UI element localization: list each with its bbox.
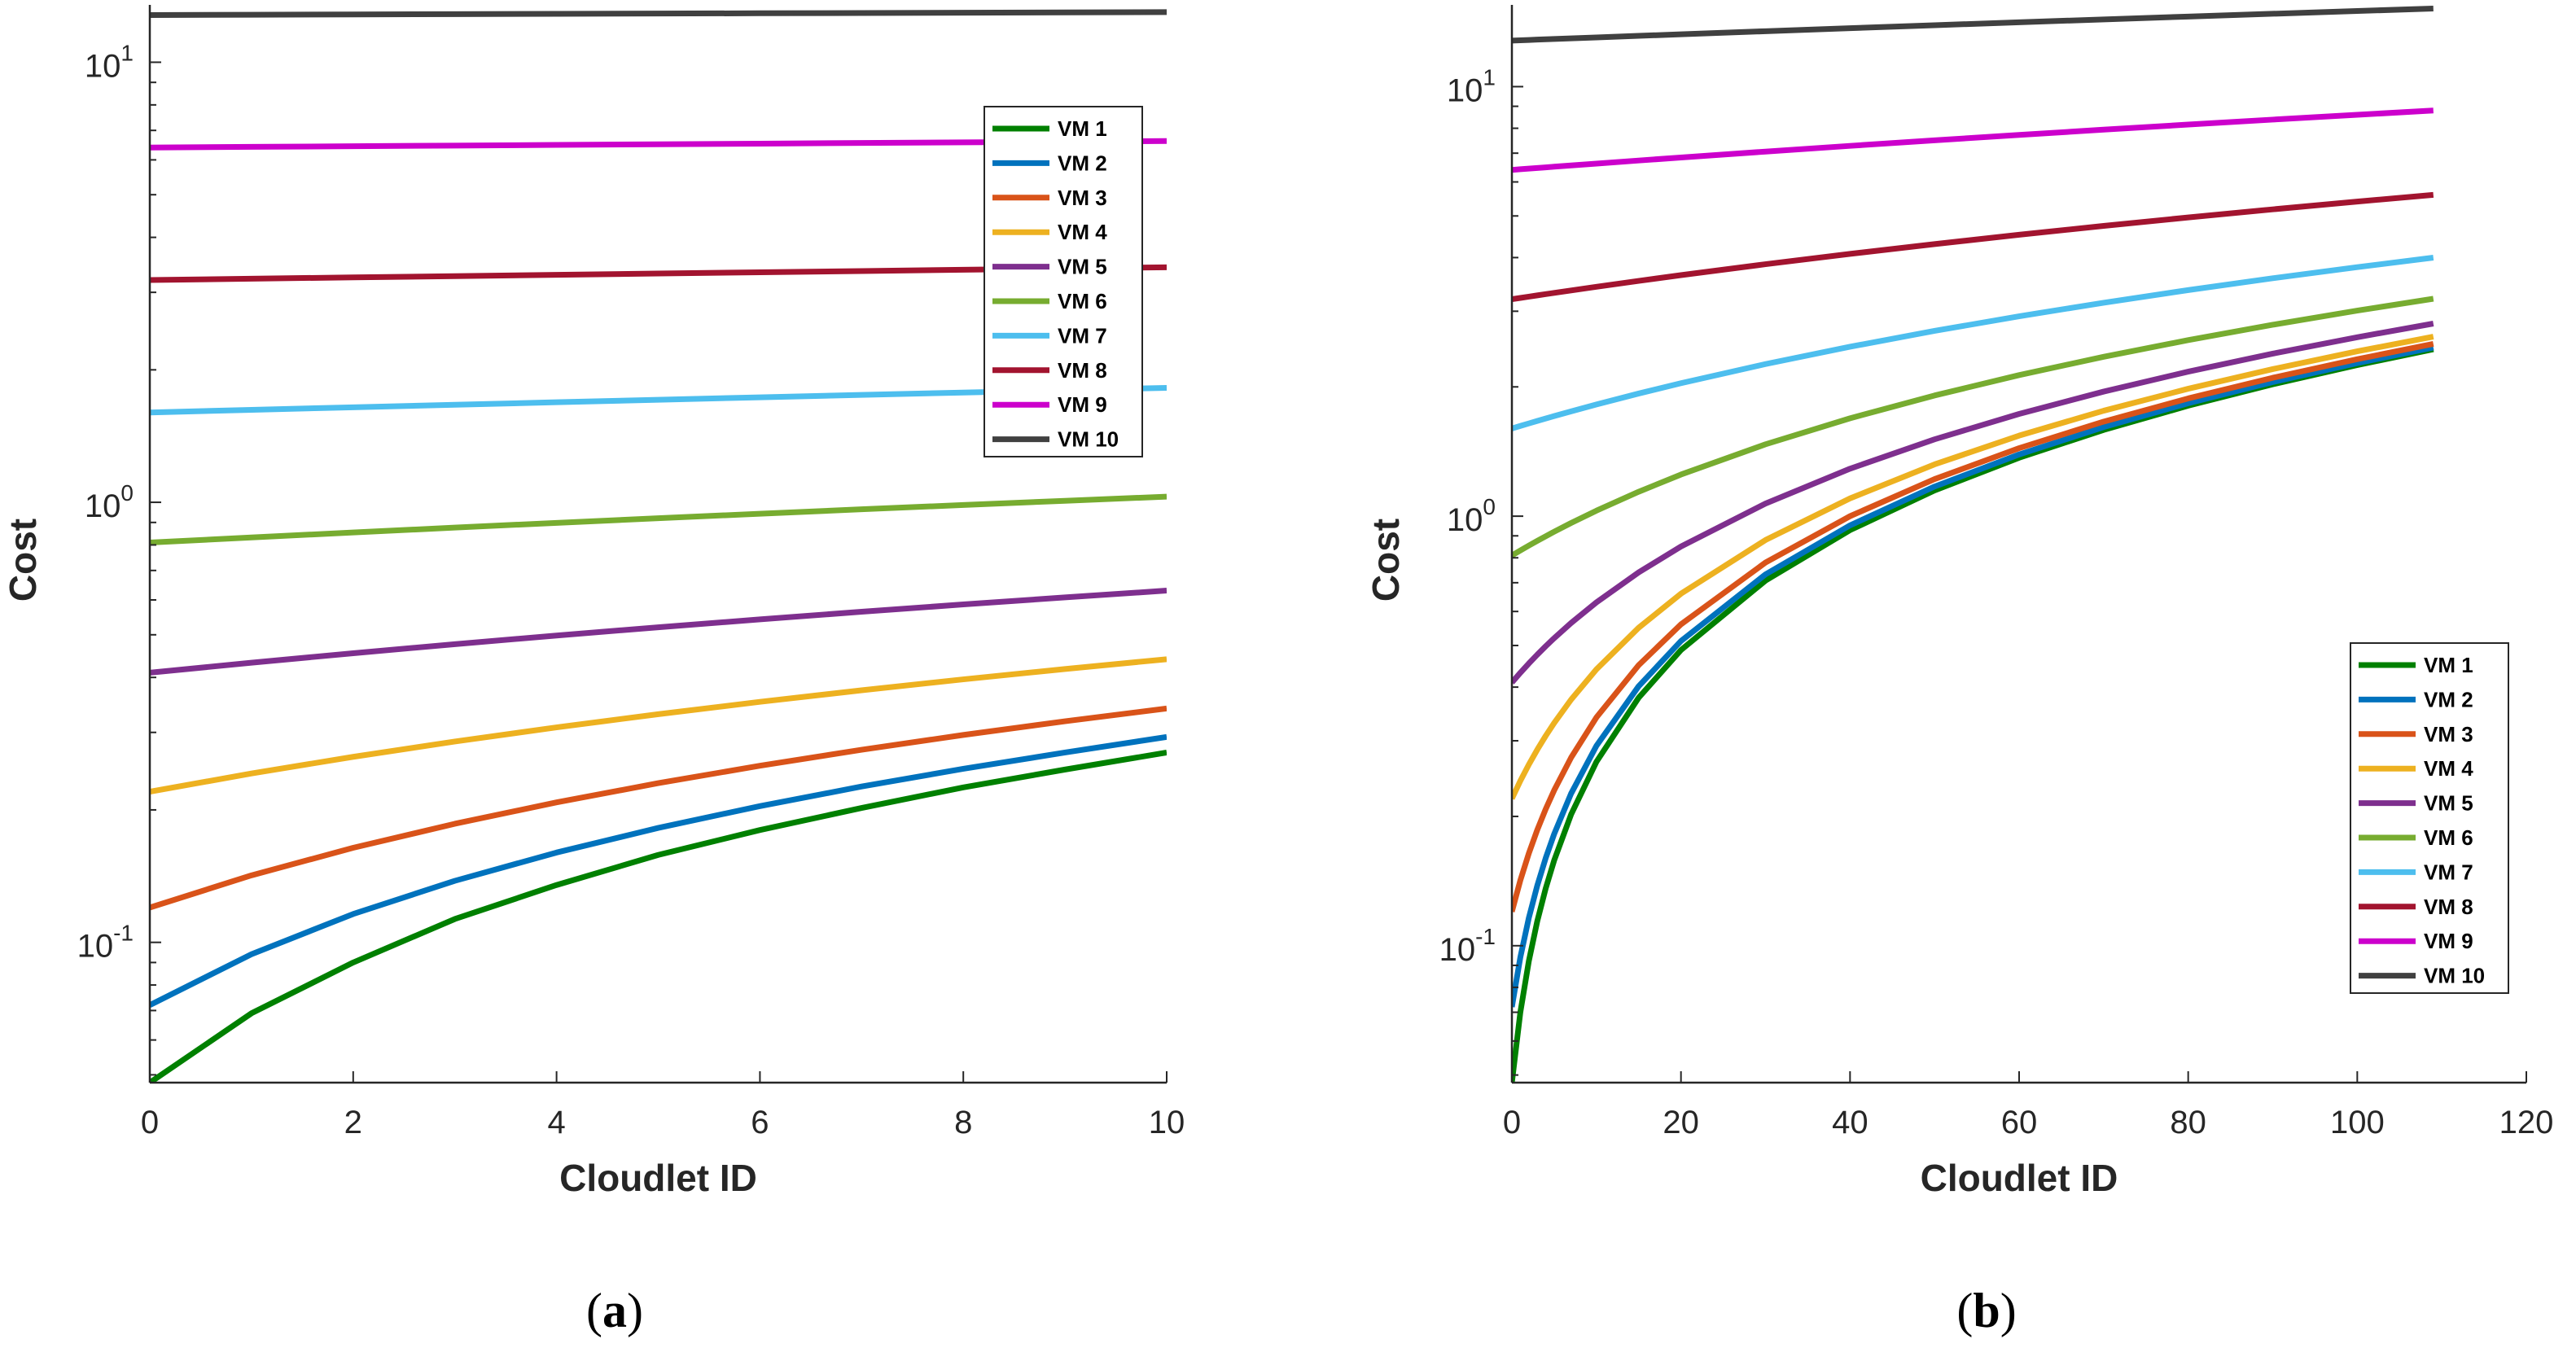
legend-label: VM 7 <box>1058 323 1107 348</box>
legend-item: VM 5 <box>2359 791 2473 816</box>
y-tick-label: 10-1 <box>1439 924 1496 968</box>
legend-item: VM 8 <box>2359 895 2473 919</box>
legend-label: VM 7 <box>2424 860 2473 884</box>
legend-item: VM 1 <box>992 116 1107 141</box>
panel-a: 0 2 4 6 8 10 10-1 100 101 Cloudlet ID Cost VM 1 VM 2… <box>2 5 1185 1337</box>
panel-b: 0 20 40 60 80 100 120 10-1 100 101 Cloudlet ID Cost… <box>1365 5 2553 1337</box>
x-tick-label: 0 <box>1503 1105 1521 1140</box>
x-tick-label: 100 <box>2330 1105 2385 1140</box>
series-line-6 <box>1512 295 2434 558</box>
legend-item: VM 9 <box>2359 929 2473 953</box>
axes: 0 20 40 60 80 100 120 10-1 100 101 <box>1439 5 2554 1140</box>
y-axis-label: Cost <box>1365 519 1407 602</box>
x-tick-label: 120 <box>2499 1105 2554 1140</box>
legend-item: VM 9 <box>992 392 1107 417</box>
series-line-10 <box>1512 6 2434 44</box>
legend-item: VM 4 <box>992 220 1107 244</box>
panel-caption: (a) <box>586 1284 643 1337</box>
series-line-5 <box>1512 321 2434 685</box>
y-tick-label: 101 <box>85 40 134 84</box>
legend-label: VM 9 <box>1058 392 1107 417</box>
legend-label: VM 5 <box>1058 255 1107 279</box>
series-line-1 <box>150 750 1167 1083</box>
x-tick-label: 10 <box>1149 1105 1185 1140</box>
axes: 0 2 4 6 8 10 10-1 100 101 <box>77 5 1185 1140</box>
legend-label: VM 2 <box>1058 151 1107 175</box>
x-tick-label: 60 <box>2001 1105 2038 1140</box>
legend: VM 1 VM 2 VM 3 VM 4 VM 5 VM 6 VM 7 VM 8 VM 9 VM 1… <box>984 106 1143 457</box>
series-line-1 <box>1512 346 2434 1083</box>
legend-label: VM 8 <box>2424 895 2473 919</box>
legend-label: VM 10 <box>1058 427 1119 452</box>
y-tick-label: 101 <box>1447 64 1496 108</box>
series-line-7 <box>1512 255 2434 431</box>
x-tick-label: 0 <box>141 1105 159 1140</box>
legend-label: VM 1 <box>1058 116 1107 141</box>
y-axis-label: Cost <box>2 519 44 602</box>
legend-item: VM 2 <box>2359 687 2473 711</box>
legend-item: VM 10 <box>992 427 1119 452</box>
legend-item: VM 5 <box>992 255 1107 279</box>
x-tick-label: 20 <box>1663 1105 1699 1140</box>
legend-label: VM 5 <box>2424 791 2473 816</box>
legend-item: VM 3 <box>992 186 1107 210</box>
series-line-4 <box>150 656 1167 795</box>
series-line-8 <box>1512 191 2434 303</box>
legend-label: VM 1 <box>2424 653 2473 677</box>
legend-label: VM 3 <box>2424 722 2473 746</box>
x-tick-label: 2 <box>344 1105 362 1140</box>
legend-label: VM 6 <box>2424 825 2473 850</box>
legend-label: VM 9 <box>2424 929 2473 953</box>
legend-label: VM 10 <box>2424 964 2485 988</box>
legend: VM 1 VM 2 VM 3 VM 4 VM 5 VM 6 VM 7 VM 8 VM 9 VM 1… <box>2350 642 2509 994</box>
x-tick-label: 8 <box>954 1105 972 1140</box>
x-tick-label: 4 <box>547 1105 565 1140</box>
legend-item: VM 6 <box>2359 825 2473 850</box>
legend-label: VM 2 <box>2424 687 2473 711</box>
series-line-2 <box>1512 344 2434 1008</box>
series-line-3 <box>1512 341 2434 913</box>
x-axis-label: Cloudlet ID <box>1921 1157 2118 1199</box>
legend-label: VM 4 <box>1058 220 1107 244</box>
series-line-9 <box>1512 107 2434 173</box>
y-tick-label: 100 <box>1447 494 1496 538</box>
legend-item: VM 3 <box>2359 722 2473 746</box>
legend-item: VM 10 <box>2359 964 2485 988</box>
y-tick-label: 10-1 <box>77 921 134 965</box>
legend-item: VM 7 <box>992 323 1107 348</box>
x-tick-label: 40 <box>1832 1105 1868 1140</box>
x-tick-label: 80 <box>2170 1105 2206 1140</box>
legend-label: VM 3 <box>1058 186 1107 210</box>
x-tick-label: 6 <box>751 1105 769 1140</box>
panel-caption: (b) <box>1956 1284 2016 1337</box>
legend-item: VM 6 <box>992 289 1107 313</box>
x-axis-label: Cloudlet ID <box>559 1157 757 1199</box>
legend-item: VM 7 <box>2359 860 2473 884</box>
legend-label: VM 8 <box>1058 358 1107 383</box>
series-line-4 <box>1512 334 2434 800</box>
legend-item: VM 1 <box>2359 653 2473 677</box>
series-line-10 <box>150 9 1167 18</box>
legend-item: VM 4 <box>2359 756 2473 781</box>
legend-item: VM 8 <box>992 358 1107 383</box>
legend-label: VM 4 <box>2424 756 2473 781</box>
y-tick-label: 100 <box>85 480 134 524</box>
legend-label: VM 6 <box>1058 289 1107 313</box>
series-line-2 <box>150 733 1167 1008</box>
legend-item: VM 2 <box>992 151 1107 175</box>
series-line-3 <box>150 705 1167 911</box>
series-group <box>150 9 1167 1083</box>
series-group <box>1512 6 2434 1083</box>
series-line-5 <box>150 588 1167 676</box>
series-line-6 <box>150 493 1167 546</box>
